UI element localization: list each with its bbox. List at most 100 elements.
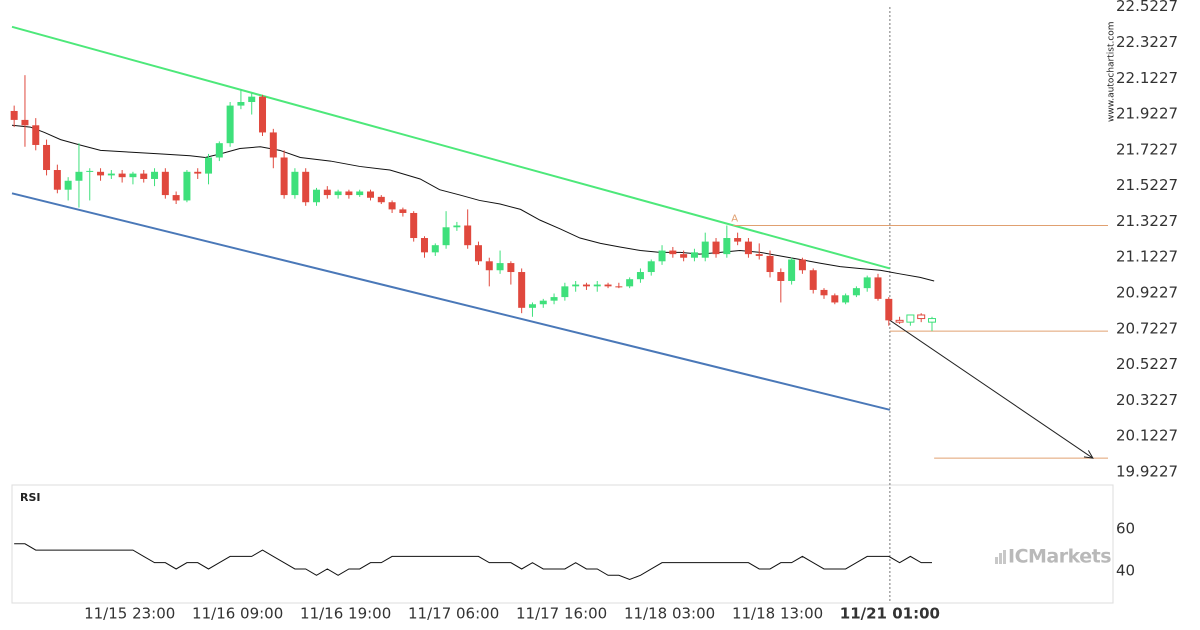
candle-body xyxy=(237,102,245,106)
candle-body xyxy=(669,250,677,255)
candle-body xyxy=(129,173,137,178)
candle-body xyxy=(927,318,936,323)
candle-body xyxy=(161,171,169,196)
y-tick-label: 22.5227 xyxy=(1116,0,1178,15)
y-tick-label: 21.1227 xyxy=(1116,248,1178,266)
arrow-head xyxy=(1083,450,1094,459)
forecast-arrow xyxy=(889,319,1094,459)
candle-body xyxy=(593,284,601,287)
logo: ICMarkets xyxy=(1008,546,1111,568)
candle-body xyxy=(21,119,29,126)
candle-body xyxy=(906,314,915,323)
y-tick-label: 21.3227 xyxy=(1116,212,1178,230)
candle-body xyxy=(680,254,688,258)
candle-body xyxy=(410,212,418,239)
candle-body xyxy=(734,238,742,242)
candle-body xyxy=(32,125,40,145)
logo-icon xyxy=(1003,550,1006,564)
candle-body xyxy=(852,288,860,296)
channel-upper xyxy=(11,25,891,270)
rsi-title: RSI xyxy=(20,491,41,504)
candle-body xyxy=(809,270,817,290)
candle-body xyxy=(701,241,709,258)
y-tick-label: 20.5227 xyxy=(1116,355,1178,373)
candle-body xyxy=(420,238,428,253)
candle-body xyxy=(64,180,72,190)
candle-body xyxy=(43,144,51,171)
moving-average xyxy=(11,124,935,282)
candle-body xyxy=(442,227,450,246)
candle-body xyxy=(194,171,202,174)
candle-body xyxy=(917,314,926,320)
y-tick-label: 21.5227 xyxy=(1116,176,1178,194)
candle-body xyxy=(399,209,407,213)
candle-body xyxy=(151,171,159,179)
candle-body xyxy=(561,286,569,298)
candle-body xyxy=(345,191,353,196)
y-tick-label: 22.3227 xyxy=(1116,33,1178,51)
candle-body xyxy=(874,277,882,299)
candle-body xyxy=(690,252,698,258)
candle-body xyxy=(334,191,342,196)
candle-body xyxy=(366,191,374,198)
x-tick-label: 11/16 19:00 xyxy=(300,605,391,623)
candle-body xyxy=(259,96,267,133)
candle-body xyxy=(755,254,763,256)
candle-body xyxy=(474,245,482,262)
candle-body xyxy=(863,277,871,289)
candle-body xyxy=(766,255,774,273)
candle-body xyxy=(572,284,580,287)
candle-body xyxy=(377,196,385,203)
candle-body xyxy=(507,263,515,273)
candle-body xyxy=(97,171,105,176)
candle-body xyxy=(313,189,321,203)
candle-body xyxy=(302,171,310,203)
x-tick-label: 11/17 16:00 xyxy=(516,605,607,623)
candle-body xyxy=(226,105,234,144)
y-tick-label: 22.1227 xyxy=(1116,69,1178,87)
x-tick-label: 11/21 01:00 xyxy=(840,605,940,623)
candle-body xyxy=(485,261,493,271)
candle-body xyxy=(107,173,115,176)
candle-body xyxy=(842,295,850,303)
candle-body xyxy=(582,284,590,287)
y-tick-label: 20.7227 xyxy=(1116,319,1178,337)
rsi-panel-frame xyxy=(11,484,1114,604)
candle-body xyxy=(885,298,893,321)
y-tick-label: 19.9227 xyxy=(1116,462,1178,480)
candle-body xyxy=(464,225,472,246)
candle-body xyxy=(172,195,180,201)
watermark: www.autochartist.com xyxy=(1107,21,1117,122)
logo-icon xyxy=(995,557,998,564)
candle-body xyxy=(820,289,828,296)
candle-body xyxy=(269,132,277,158)
x-tick-label: 11/17 06:00 xyxy=(408,605,499,623)
candle-body xyxy=(798,259,806,271)
candle-body xyxy=(356,191,364,196)
candle-body xyxy=(496,263,504,271)
y-tick-label: 20.3227 xyxy=(1116,391,1178,409)
candle-body xyxy=(615,286,623,288)
level-label: A xyxy=(731,213,738,224)
candle-body xyxy=(723,238,731,255)
logo-icon xyxy=(999,553,1002,564)
rsi-tick-label: 40 xyxy=(1116,562,1135,580)
candle-body xyxy=(388,202,396,210)
candle-body xyxy=(205,157,213,174)
candle-body xyxy=(75,171,83,181)
candle-body xyxy=(647,261,655,273)
candle-body xyxy=(10,110,18,120)
candle-body xyxy=(895,319,904,323)
candle-body xyxy=(528,304,536,308)
logo-group: ICMarkets xyxy=(995,546,1112,568)
candle-body xyxy=(788,259,796,281)
y-tick-label: 21.7227 xyxy=(1116,140,1178,158)
candle-body xyxy=(431,245,439,253)
candle-body xyxy=(323,189,331,196)
candle-body xyxy=(777,272,785,281)
x-tick-label: 11/16 09:00 xyxy=(192,605,283,623)
y-tick-label: 21.9227 xyxy=(1116,105,1178,123)
candle-body xyxy=(280,157,288,196)
candle-body xyxy=(118,173,126,178)
candle-body xyxy=(658,250,666,262)
